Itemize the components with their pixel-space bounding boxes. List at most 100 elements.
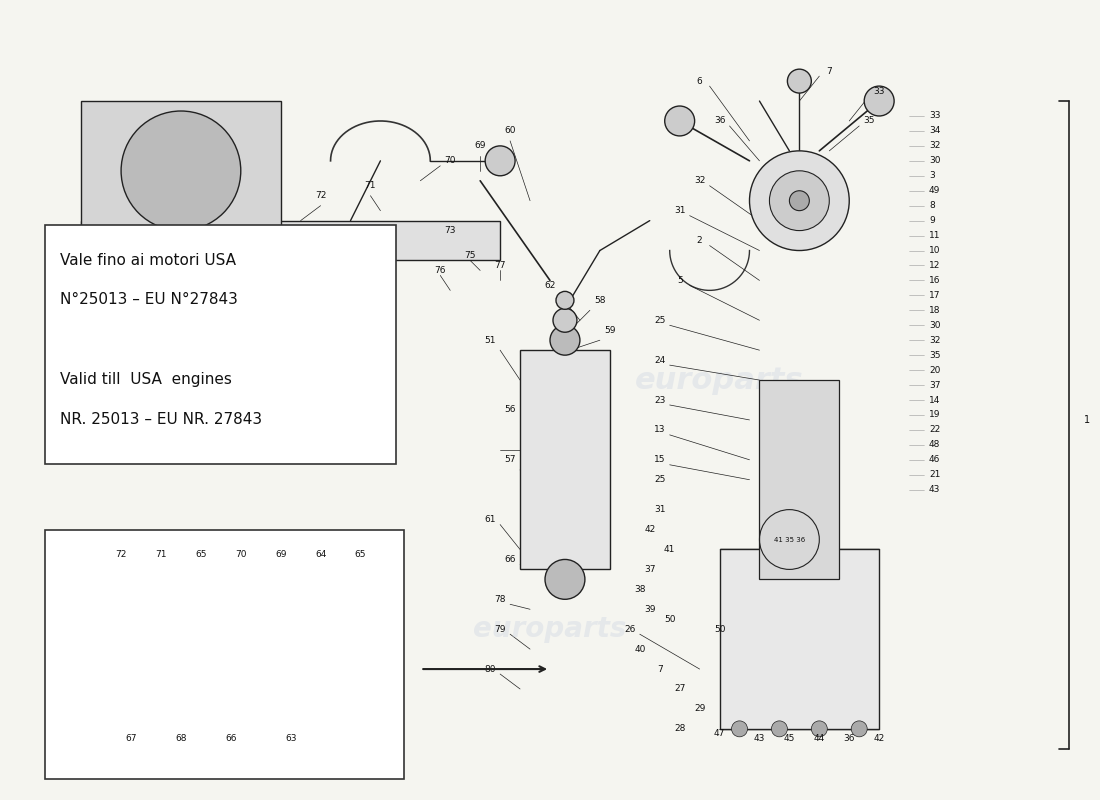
Text: 31: 31 — [654, 505, 666, 514]
Text: 6: 6 — [696, 77, 703, 86]
Text: 78: 78 — [494, 595, 506, 604]
Circle shape — [275, 234, 287, 246]
Text: 35: 35 — [864, 117, 874, 126]
Text: 42: 42 — [873, 734, 884, 743]
Text: 68: 68 — [175, 734, 187, 743]
Circle shape — [664, 106, 694, 136]
Text: 73: 73 — [444, 226, 456, 235]
Text: 26: 26 — [624, 625, 636, 634]
Circle shape — [342, 591, 359, 607]
Circle shape — [213, 697, 228, 711]
Text: 36: 36 — [714, 117, 725, 126]
Circle shape — [309, 621, 321, 633]
Circle shape — [206, 624, 235, 654]
Text: 29: 29 — [694, 705, 705, 714]
Text: 57: 57 — [505, 455, 516, 464]
Text: 62: 62 — [544, 281, 556, 290]
Circle shape — [485, 146, 515, 176]
Circle shape — [279, 621, 292, 633]
Text: 80: 80 — [484, 665, 496, 674]
Text: 9: 9 — [930, 216, 935, 225]
Text: 42: 42 — [645, 525, 656, 534]
Text: 38: 38 — [634, 585, 646, 594]
Circle shape — [851, 721, 867, 737]
Text: 16: 16 — [930, 276, 940, 285]
Text: 33: 33 — [930, 111, 940, 121]
Text: 37: 37 — [644, 565, 656, 574]
Text: 64: 64 — [315, 550, 327, 559]
Text: 60: 60 — [505, 126, 516, 135]
Circle shape — [865, 86, 894, 116]
Text: 66: 66 — [226, 734, 236, 743]
Text: 51: 51 — [484, 336, 496, 345]
Text: europarts: europarts — [197, 366, 365, 394]
Text: europarts: europarts — [473, 615, 627, 643]
Text: 65: 65 — [354, 550, 366, 559]
Text: 47: 47 — [714, 730, 725, 738]
Text: 50: 50 — [714, 625, 725, 634]
Text: 20: 20 — [930, 366, 940, 374]
Text: 30: 30 — [930, 156, 940, 166]
Text: 43: 43 — [754, 734, 766, 743]
Text: 65: 65 — [195, 550, 207, 559]
Circle shape — [550, 326, 580, 355]
Text: 5: 5 — [676, 276, 682, 285]
Bar — [719, 550, 879, 729]
Text: 35: 35 — [930, 350, 940, 360]
Text: 63: 63 — [285, 734, 296, 743]
Text: 33: 33 — [873, 86, 884, 95]
Text: 71: 71 — [155, 550, 167, 559]
Text: 70: 70 — [444, 156, 456, 166]
Text: 48: 48 — [930, 440, 940, 450]
Text: 19: 19 — [930, 410, 940, 419]
Text: 37: 37 — [930, 381, 940, 390]
Text: Vale fino ai motori USA: Vale fino ai motori USA — [60, 253, 236, 267]
Circle shape — [295, 621, 307, 633]
Text: 72: 72 — [315, 191, 327, 200]
Circle shape — [195, 234, 207, 246]
Text: 8: 8 — [930, 201, 935, 210]
Circle shape — [155, 234, 167, 246]
Bar — [81, 221, 500, 261]
Circle shape — [191, 610, 251, 669]
Circle shape — [315, 234, 327, 246]
Text: 18: 18 — [930, 306, 940, 315]
Bar — [81, 101, 280, 241]
Text: 30: 30 — [930, 321, 940, 330]
Text: 58: 58 — [594, 296, 606, 305]
Circle shape — [265, 621, 277, 633]
Text: 36: 36 — [844, 734, 855, 743]
Text: 21: 21 — [930, 470, 940, 479]
Text: 71: 71 — [365, 182, 376, 190]
Text: 40: 40 — [634, 645, 646, 654]
Text: 44: 44 — [814, 734, 825, 743]
Text: 43: 43 — [930, 485, 940, 494]
Text: 41 35 36: 41 35 36 — [773, 537, 805, 542]
Text: 23: 23 — [654, 395, 666, 405]
Circle shape — [769, 170, 829, 230]
Text: 31: 31 — [674, 206, 685, 215]
Circle shape — [121, 111, 241, 230]
Text: Valid till  USA  engines: Valid till USA engines — [60, 372, 232, 387]
Text: 66: 66 — [505, 555, 516, 564]
Text: 56: 56 — [505, 406, 516, 414]
Text: 59: 59 — [604, 326, 616, 334]
Text: 1: 1 — [1084, 415, 1090, 425]
Text: 45: 45 — [783, 734, 795, 743]
Text: 32: 32 — [930, 142, 940, 150]
Text: 25: 25 — [654, 475, 666, 484]
Text: 67: 67 — [125, 734, 136, 743]
FancyBboxPatch shape — [45, 530, 405, 778]
Circle shape — [234, 234, 246, 246]
Text: 39: 39 — [644, 605, 656, 614]
Circle shape — [812, 721, 827, 737]
Text: 15: 15 — [654, 455, 666, 464]
Text: 17: 17 — [930, 291, 940, 300]
Text: NR. 25013 – EU NR. 27843: NR. 25013 – EU NR. 27843 — [60, 412, 263, 427]
Text: 11: 11 — [930, 231, 940, 240]
Text: 70: 70 — [235, 550, 246, 559]
Text: 75: 75 — [464, 251, 476, 260]
Text: europarts: europarts — [636, 366, 804, 394]
Circle shape — [250, 621, 262, 633]
Text: 2: 2 — [696, 236, 703, 245]
